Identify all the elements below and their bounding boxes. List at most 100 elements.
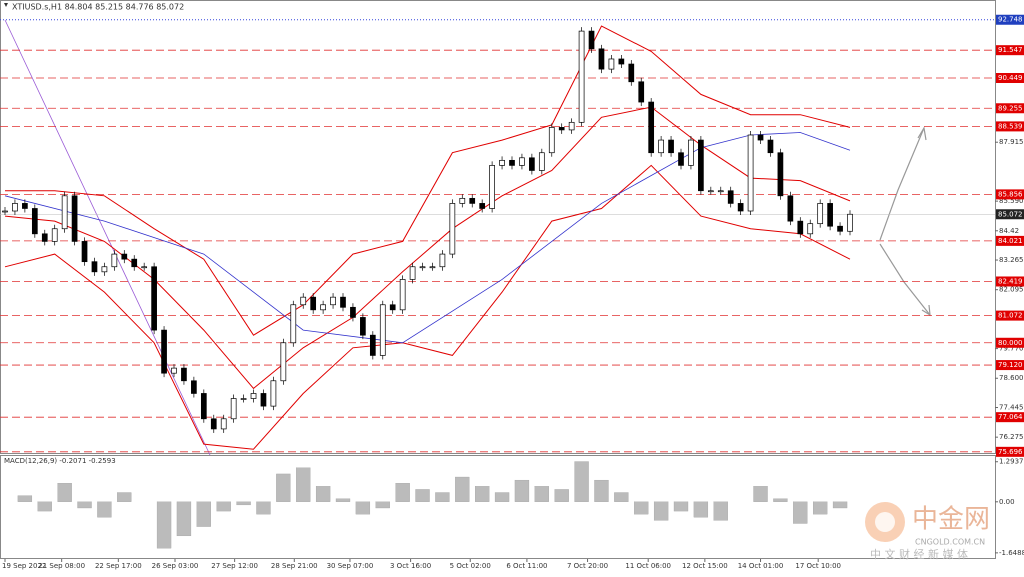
x-tick-label: 7 Oct 20:00 xyxy=(567,562,608,570)
candle xyxy=(240,398,247,400)
candle xyxy=(608,58,615,70)
candle xyxy=(797,220,804,235)
candle xyxy=(310,296,317,311)
candle xyxy=(340,296,346,308)
candle xyxy=(71,195,78,242)
candle xyxy=(131,258,138,268)
macd-bar xyxy=(494,492,510,502)
macd-tick-label: -1.6488 xyxy=(999,549,1024,557)
level-box xyxy=(996,235,1024,246)
candle xyxy=(379,304,386,356)
candle xyxy=(717,190,724,193)
candle xyxy=(429,266,436,269)
macd-bar xyxy=(315,486,331,502)
macd-bar xyxy=(37,501,52,512)
candle xyxy=(121,253,128,260)
candle xyxy=(817,203,824,225)
candle xyxy=(519,157,525,166)
moving-average xyxy=(4,132,851,344)
candle xyxy=(81,241,88,263)
macd-bar xyxy=(276,473,291,502)
x-tick-label: 6 Oct 11:00 xyxy=(506,562,547,570)
candle xyxy=(22,203,28,209)
candle xyxy=(618,58,625,65)
current-label: 85.072 xyxy=(998,210,1023,218)
level-box xyxy=(996,45,1024,56)
macd-bar xyxy=(236,501,251,506)
macd-bar xyxy=(813,501,828,515)
y-tick-label: 84.42 xyxy=(999,227,1019,235)
current-box xyxy=(996,209,1024,220)
forecast-arrows xyxy=(879,126,931,317)
macd-bar xyxy=(475,486,490,502)
macd-title: MACD(12,26,9) -0.2071 -0.2593 xyxy=(4,457,116,465)
macd-bar xyxy=(653,501,669,521)
level-box xyxy=(996,310,1024,321)
candle xyxy=(767,139,774,154)
candle xyxy=(578,30,585,123)
candle xyxy=(698,139,704,192)
candle xyxy=(707,190,714,193)
x-tick-label: 17 Oct 10:00 xyxy=(795,562,841,570)
candle xyxy=(260,393,267,407)
level-box xyxy=(996,276,1024,287)
macd-bar xyxy=(355,501,371,515)
band-middle xyxy=(4,106,851,390)
candle xyxy=(409,266,416,280)
macd-bar xyxy=(574,461,589,502)
x-tick-label: 3 Oct 16:00 xyxy=(390,562,431,570)
band-lower xyxy=(4,164,851,450)
macd-bar xyxy=(435,492,450,502)
high-label: 92.748 xyxy=(998,16,1023,24)
candle xyxy=(509,159,515,166)
candle xyxy=(270,380,277,407)
macd-bar xyxy=(614,492,629,502)
macd-bar xyxy=(97,501,112,518)
trend-line xyxy=(4,19,211,456)
level-box xyxy=(996,103,1024,114)
candle xyxy=(727,190,734,204)
candle xyxy=(658,139,664,154)
candle xyxy=(200,393,207,420)
macd-bar xyxy=(296,467,311,502)
candle xyxy=(41,233,48,242)
candle xyxy=(171,367,177,374)
macd-bar xyxy=(57,483,72,502)
level-label: 90.449 xyxy=(998,74,1023,82)
level-label: 77.064 xyxy=(998,413,1023,421)
y-tick-label: 83.265 xyxy=(999,256,1024,264)
y-tick-label: 87.915 xyxy=(999,138,1024,146)
candle xyxy=(678,152,684,166)
level-label: 91.547 xyxy=(998,46,1023,54)
watermark: 中金网 CNGOLD.COM.CN 中 文 财 经 新 媒 体 xyxy=(865,502,990,561)
candle xyxy=(399,279,406,311)
x-tick-label: 22 Sep 17:00 xyxy=(95,562,142,570)
candle xyxy=(101,266,108,273)
y-tick-label: 79.770 xyxy=(999,345,1024,353)
x-tick-label: 11 Oct 06:00 xyxy=(625,562,671,570)
x-tick-label: 12 Oct 15:00 xyxy=(682,562,728,570)
x-tick-label: 21 Sep 08:00 xyxy=(38,562,85,570)
candle xyxy=(439,253,446,268)
macd-bar xyxy=(216,501,231,512)
candle xyxy=(320,304,326,311)
level-label: 82.419 xyxy=(998,277,1023,285)
macd-tick-label: 0.00 xyxy=(999,498,1015,506)
menu-icon xyxy=(4,3,8,7)
level-box xyxy=(996,337,1024,348)
candle xyxy=(389,304,396,311)
macd-bar xyxy=(793,501,808,524)
macd-bar xyxy=(176,501,192,537)
y-tick-label: 85.590 xyxy=(999,197,1024,205)
candle xyxy=(837,225,843,232)
candle xyxy=(419,266,426,269)
candle xyxy=(191,380,197,394)
macd-bar xyxy=(156,501,172,549)
x-tick-label: 30 Sep 07:00 xyxy=(327,562,374,570)
candle xyxy=(568,121,575,131)
macd-bar xyxy=(594,479,609,502)
candle xyxy=(479,203,486,209)
level-box xyxy=(996,189,1024,200)
